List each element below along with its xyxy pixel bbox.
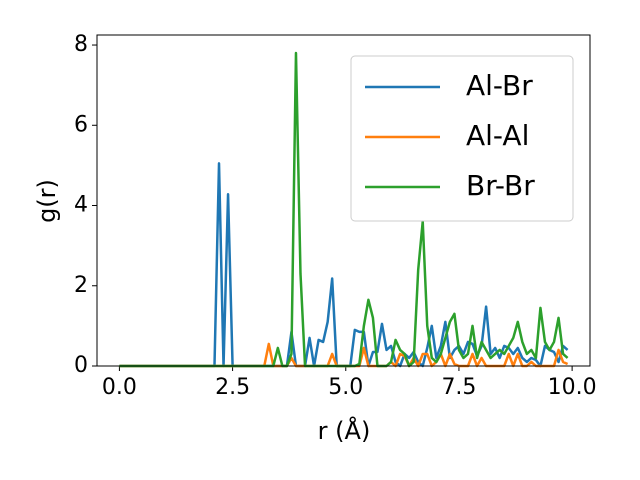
legend-label: Al-Br (466, 69, 533, 102)
legend-label: Al-Al (466, 119, 529, 152)
y-tick-label: 4 (74, 193, 88, 218)
y-tick-label: 0 (74, 353, 88, 378)
x-tick-label: 5.0 (328, 375, 363, 400)
y-tick-label: 6 (74, 112, 88, 137)
legend-box (350, 55, 574, 222)
y-tick-label: 2 (74, 273, 88, 298)
x-tick-label: 10.0 (548, 375, 597, 400)
legend-label: Br-Br (466, 169, 535, 202)
x-axis-label: r (Å) (318, 416, 371, 445)
plot-frame (96, 34, 591, 367)
y-tick-label: 8 (74, 32, 88, 57)
x-tick-label: 0.0 (102, 375, 137, 400)
x-tick-label: 2.5 (215, 375, 250, 400)
y-axis-label: g(r) (33, 179, 61, 223)
x-tick-label: 7.5 (441, 375, 476, 400)
